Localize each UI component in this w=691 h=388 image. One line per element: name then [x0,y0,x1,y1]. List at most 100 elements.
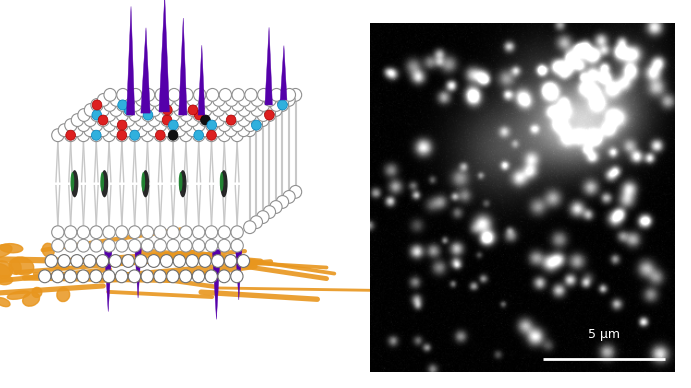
Circle shape [142,99,154,111]
Circle shape [276,99,289,111]
Circle shape [187,94,199,106]
Circle shape [174,94,187,106]
Circle shape [117,130,126,140]
Circle shape [84,255,96,267]
Circle shape [211,255,224,267]
Ellipse shape [101,170,108,197]
Circle shape [225,94,238,106]
Circle shape [142,119,154,132]
Circle shape [122,114,135,126]
Circle shape [180,270,192,283]
Circle shape [173,114,186,126]
Circle shape [77,129,90,142]
Circle shape [193,109,205,121]
Ellipse shape [220,172,223,191]
Ellipse shape [0,261,12,278]
Polygon shape [212,249,220,319]
Circle shape [205,239,218,252]
Circle shape [200,94,212,106]
Circle shape [115,129,128,142]
Circle shape [149,104,161,116]
Ellipse shape [0,276,12,285]
Circle shape [97,124,109,137]
Circle shape [194,110,204,120]
Circle shape [264,94,276,106]
Circle shape [58,255,70,267]
Circle shape [52,239,64,252]
Circle shape [154,129,167,142]
Circle shape [92,110,102,120]
Circle shape [180,226,192,239]
Circle shape [154,270,167,283]
Circle shape [52,129,64,142]
Circle shape [173,255,185,267]
Circle shape [167,270,179,283]
Circle shape [66,130,75,140]
Circle shape [129,129,141,142]
Circle shape [129,99,142,111]
Circle shape [199,114,211,126]
Circle shape [244,119,256,132]
Circle shape [231,109,244,121]
Circle shape [110,104,122,116]
Circle shape [129,88,142,101]
Circle shape [187,114,199,126]
Circle shape [84,124,96,137]
Circle shape [225,124,237,137]
Ellipse shape [142,170,149,197]
Circle shape [90,239,102,252]
Polygon shape [198,45,205,115]
Circle shape [168,99,180,111]
Circle shape [244,221,256,234]
Circle shape [218,119,231,132]
Circle shape [194,130,204,140]
Circle shape [257,109,269,121]
Circle shape [84,104,97,116]
Circle shape [238,114,250,126]
Circle shape [104,88,116,101]
Circle shape [263,206,276,218]
Circle shape [207,88,218,101]
Circle shape [110,94,122,106]
Circle shape [251,104,263,116]
Circle shape [122,255,134,267]
Circle shape [135,104,148,116]
Circle shape [263,109,276,121]
Circle shape [129,226,141,239]
Circle shape [109,124,122,137]
Circle shape [161,104,173,116]
Circle shape [148,124,160,137]
Circle shape [167,129,179,142]
Ellipse shape [71,170,78,197]
Circle shape [92,100,102,110]
Circle shape [97,94,110,106]
Circle shape [161,124,173,137]
Circle shape [98,115,108,125]
Ellipse shape [9,260,21,274]
Circle shape [64,129,77,142]
Ellipse shape [0,263,11,277]
Circle shape [168,130,178,140]
Circle shape [91,119,103,132]
Circle shape [270,99,283,111]
Circle shape [265,110,274,120]
Circle shape [193,129,205,142]
Circle shape [200,115,210,125]
Circle shape [141,270,153,283]
Circle shape [237,255,249,267]
Circle shape [231,119,243,132]
Circle shape [244,124,256,137]
Circle shape [180,99,193,111]
Circle shape [238,104,250,116]
Circle shape [218,239,231,252]
Circle shape [231,226,243,239]
Circle shape [103,239,115,252]
Circle shape [77,270,89,283]
Circle shape [136,94,148,106]
Circle shape [123,104,135,116]
Circle shape [103,270,115,283]
Circle shape [130,130,140,140]
Circle shape [238,124,250,137]
Circle shape [115,270,128,283]
Circle shape [231,99,244,111]
